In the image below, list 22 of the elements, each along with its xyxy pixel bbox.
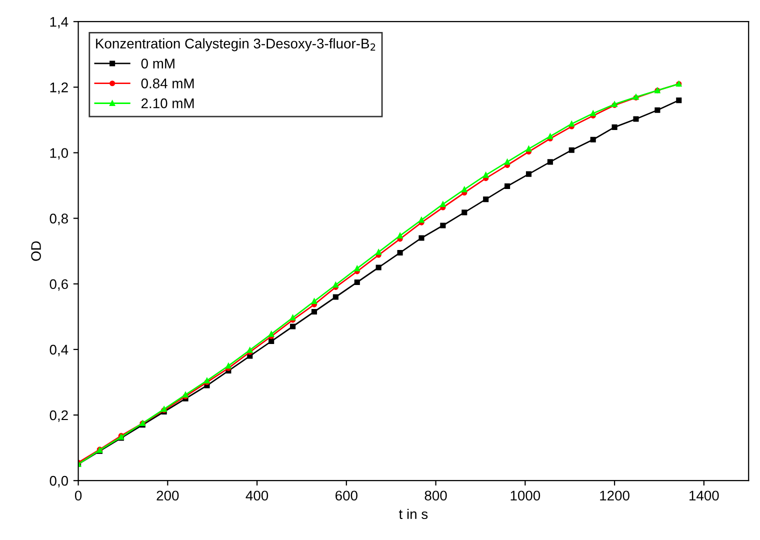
- y-tick-label: 1,4: [50, 17, 68, 28]
- x-tick-label: 1000: [510, 490, 540, 501]
- x-tick-label: 600: [336, 490, 358, 501]
- y-axis-title: OD: [31, 241, 41, 261]
- legend-title: Konzentration Calystegin 3-Desoxy-3-fluor-B$_{2}$: [96, 38, 376, 52]
- y-tick-label: 0,2: [50, 410, 68, 422]
- x-tick-label: 400: [246, 490, 268, 501]
- legend-label: 0 mM: [141, 58, 174, 68]
- y-tick-label: 1,0: [50, 148, 68, 160]
- x-tick-label: 200: [156, 490, 179, 501]
- y-tick-label: 0,6: [50, 279, 68, 291]
- y-tick-label: 0,8: [50, 214, 68, 226]
- x-tick-label: 1200: [600, 490, 630, 501]
- x-axis-title: t in s: [398, 508, 428, 520]
- legend-label: 0.84 mM: [141, 78, 194, 88]
- y-tick-label: 0,4: [50, 344, 68, 356]
- y-tick-label: 1,2: [50, 82, 68, 94]
- legend-label: 2.10 mM: [141, 98, 194, 108]
- y-tick-label: 0,0: [50, 476, 68, 488]
- x-tick-label: 800: [424, 490, 447, 501]
- x-tick-label: 1400: [690, 490, 719, 501]
- x-tick-label: 0: [74, 490, 82, 501]
